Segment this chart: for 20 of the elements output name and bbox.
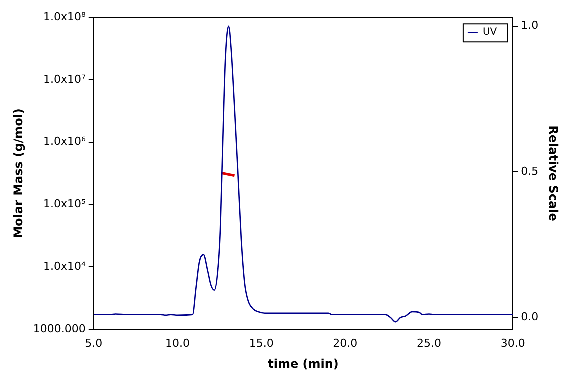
y-axis-title: Molar Mass (g/mol) xyxy=(11,108,26,238)
y2-tick-label: 1.0 xyxy=(521,19,539,32)
y-tick-label: 1.0x10⁸ xyxy=(43,10,86,24)
y-tick-label: 1.0x10⁵ xyxy=(43,198,86,211)
y2-tick-label: 0.5 xyxy=(521,164,539,178)
y-tick-label: 1.0x10⁴ xyxy=(43,260,86,273)
legend-label: UV xyxy=(482,27,498,38)
y2-axis-title: Relative Scale xyxy=(546,126,561,222)
x-tick-label: 5.0 xyxy=(85,336,103,350)
x-axis-title: time (min) xyxy=(268,356,339,371)
y2-tick-label: 0.0 xyxy=(521,310,539,324)
line-series xyxy=(94,26,514,323)
y-tick-label: 1000.000 xyxy=(33,322,86,336)
x-tick-label: 25.0 xyxy=(417,336,442,350)
y-tick-label: 1.0x10⁶ xyxy=(43,135,86,148)
y-tick-label: 1.0x10⁷ xyxy=(43,72,86,86)
x-tick-label: 20.0 xyxy=(333,336,358,350)
x-tick-label: 30.0 xyxy=(500,336,526,350)
x-tick-label: 15.0 xyxy=(249,336,274,350)
x-tick-label: 10.0 xyxy=(165,336,190,350)
